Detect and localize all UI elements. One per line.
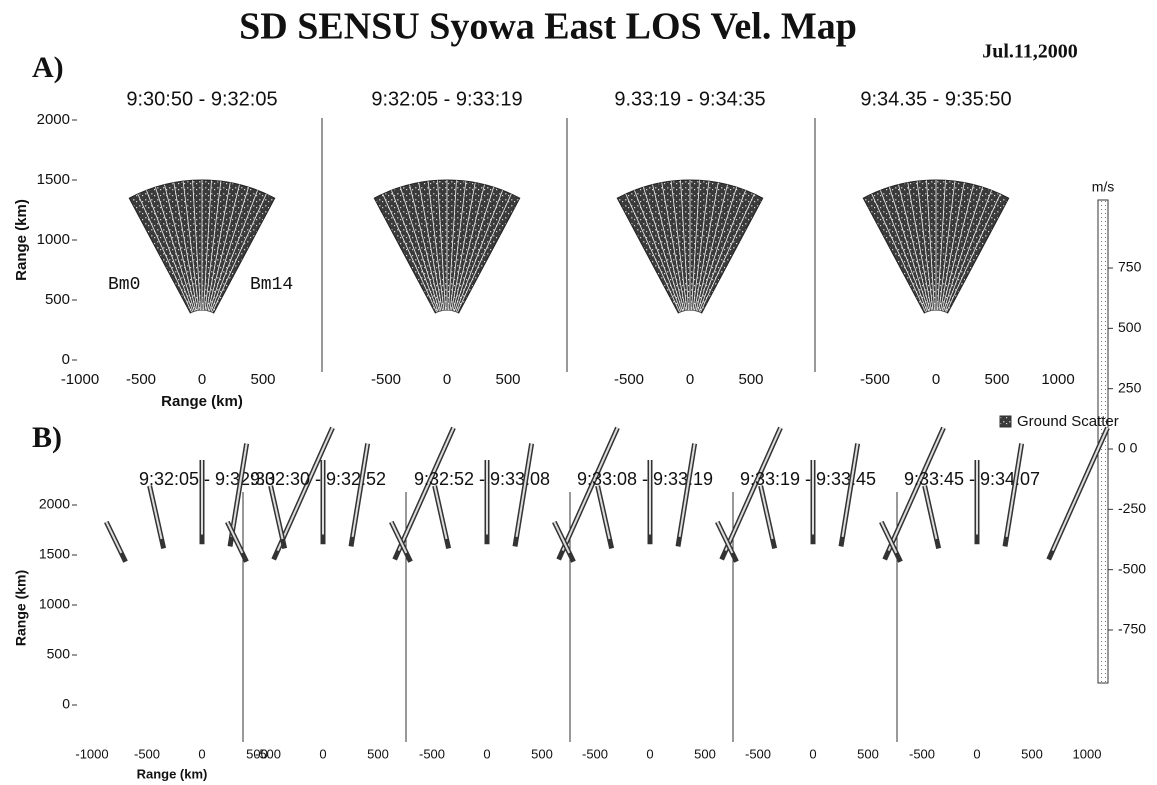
x-tick-label: 500 — [367, 746, 389, 761]
colorbar-tick-label: 0 0 — [1118, 440, 1138, 456]
x-tick-label: -1000 — [75, 746, 108, 761]
x-tick-label: -500 — [371, 371, 401, 388]
x-tick-label: 1000 — [1041, 371, 1074, 388]
beam-strip-core — [680, 444, 695, 537]
y-axis-label: Range (km) — [13, 199, 30, 281]
frame-time: 9.33:19 - 9:34:35 — [614, 88, 765, 110]
y-tick-label: 1000 — [39, 596, 70, 612]
x-tick-label: -500 — [860, 371, 890, 388]
figure: SD SENSU Syowa East LOS Vel. Map Jul.11,… — [0, 0, 1157, 785]
x-tick-label: 500 — [984, 371, 1009, 388]
y-tick-label: 1500 — [37, 171, 70, 188]
x-tick-label: 1000 — [1073, 746, 1102, 761]
beam-strip-core — [517, 444, 532, 537]
y-tick-label: 2000 — [37, 111, 70, 128]
x-tick-label: 0 — [809, 746, 816, 761]
panel-label: A) — [32, 51, 64, 84]
beam-strip-core — [761, 486, 773, 539]
beam-strip-core — [435, 486, 447, 539]
y-tick-label: 0 — [62, 696, 70, 712]
colorbar-unit: m/s — [1092, 179, 1115, 195]
colorbar-tick-label: 250 — [1118, 379, 1142, 395]
x-tick-label: 500 — [1021, 746, 1043, 761]
x-tick-label: 500 — [857, 746, 879, 761]
colorbar-tick-label: 750 — [1118, 259, 1142, 275]
x-tick-label: 0 — [198, 746, 205, 761]
y-tick-label: 0 — [62, 351, 70, 368]
x-tick-label: -500 — [126, 371, 156, 388]
x-tick-label: -500 — [582, 746, 608, 761]
x-tick-label: 0 — [443, 371, 451, 388]
x-tick-label: 500 — [250, 371, 275, 388]
beam-strip-core — [925, 486, 937, 539]
beam-label: Bm14 — [250, 275, 293, 295]
x-tick-label: -500 — [134, 746, 160, 761]
x-tick-label: 500 — [738, 371, 763, 388]
x-tick-label: 0 — [932, 371, 940, 388]
y-tick-label: 2000 — [39, 496, 70, 512]
colorbar-tick-label: -500 — [1118, 560, 1146, 576]
frame-time: 9:34.35 - 9:35:50 — [860, 88, 1011, 110]
frame-time: 9:32:52 - 9:33:08 — [414, 469, 550, 489]
panel-label: B) — [32, 421, 62, 454]
colorbar-tick-label: -250 — [1118, 500, 1146, 516]
x-tick-label: -500 — [909, 746, 935, 761]
frame-time: 9:33:08 - 9:33:19 — [577, 469, 713, 489]
y-axis-label: Range (km) — [13, 570, 29, 646]
y-tick-label: 500 — [45, 291, 70, 308]
beam-strip-core — [353, 444, 368, 537]
x-axis-label: Range (km) — [137, 766, 208, 781]
x-tick-label: 0 — [483, 746, 490, 761]
x-tick-label: -500 — [419, 746, 445, 761]
x-tick-label: 0 — [319, 746, 326, 761]
beam-strip-core — [232, 444, 247, 537]
x-tick-label: -500 — [614, 371, 644, 388]
x-tick-label: 0 — [973, 746, 980, 761]
y-tick-label: 500 — [47, 646, 71, 662]
frame-time: 9:33:19 - 9:33:45 — [740, 469, 876, 489]
frame-time: 9:33:45 - 9:34:07 — [904, 469, 1040, 489]
frame-time: 9:30:50 - 9:32:05 — [126, 88, 277, 110]
x-tick-label: -1000 — [61, 371, 99, 388]
beam-strip-core — [106, 522, 121, 553]
colorbar-tick-label: 500 — [1118, 319, 1142, 335]
title: SD SENSU Syowa East LOS Vel. Map — [239, 6, 857, 48]
beam-strip-core — [1007, 444, 1022, 537]
legend-label: Ground Scatter — [1017, 413, 1119, 430]
x-tick-label: 500 — [531, 746, 553, 761]
frame-time: 9:32:05 - 9:33:19 — [371, 88, 522, 110]
x-tick-label: 500 — [694, 746, 716, 761]
beam-strip-core — [150, 486, 162, 539]
colorbar-tick-label: -750 — [1118, 621, 1146, 637]
legend-swatch — [1000, 416, 1011, 427]
beam-strip-core — [598, 486, 610, 539]
date: Jul.11,2000 — [982, 41, 1078, 63]
frame-time: 9:32:30 - 9:32:52 — [250, 469, 386, 489]
x-tick-label: 0 — [646, 746, 653, 761]
x-tick-label: -500 — [745, 746, 771, 761]
x-tick-label: 0 — [198, 371, 206, 388]
beam-label: Bm0 — [108, 275, 140, 295]
x-tick-label: 500 — [495, 371, 520, 388]
x-tick-label: 0 — [686, 371, 694, 388]
y-tick-label: 1500 — [39, 546, 70, 562]
x-tick-label: -500 — [255, 746, 281, 761]
x-axis-label: Range (km) — [161, 393, 243, 410]
beam-strip-core — [271, 486, 283, 539]
beam-strip-core — [843, 444, 858, 537]
y-tick-label: 1000 — [37, 231, 70, 248]
